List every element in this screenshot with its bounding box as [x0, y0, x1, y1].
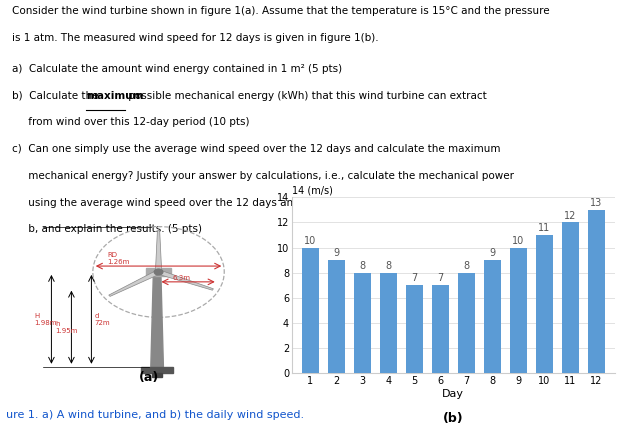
Text: 9: 9	[489, 248, 496, 258]
Bar	[458, 273, 475, 373]
Polygon shape	[157, 270, 214, 290]
Bar	[354, 273, 371, 373]
Text: d
72m: d 72m	[94, 313, 110, 326]
Bar	[588, 210, 605, 373]
Bar	[406, 285, 423, 373]
Polygon shape	[152, 373, 162, 377]
X-axis label: Day: Day	[442, 389, 465, 399]
Text: 11: 11	[538, 223, 551, 233]
Text: 7: 7	[437, 273, 443, 284]
Text: using the average wind speed over the 12 days and compare that with the energy o: using the average wind speed over the 12…	[12, 198, 546, 208]
Text: 13: 13	[591, 198, 603, 208]
Text: 12: 12	[564, 211, 577, 221]
Text: is 1 atm. The measured wind speed for 12 days is given in figure 1(b).: is 1 atm. The measured wind speed for 12…	[12, 33, 379, 43]
Text: 14 (m/s): 14 (m/s)	[292, 186, 333, 196]
Text: possible mechanical energy (kWh) that this wind turbine can extract: possible mechanical energy (kWh) that th…	[125, 91, 487, 101]
Text: a)  Calculate the amount wind energy contained in 1 m² (5 pts): a) Calculate the amount wind energy cont…	[12, 64, 343, 74]
Circle shape	[154, 269, 163, 275]
Text: 8: 8	[385, 261, 391, 271]
Polygon shape	[109, 270, 160, 296]
Polygon shape	[146, 269, 171, 275]
Bar	[302, 248, 319, 373]
Text: maximum: maximum	[86, 91, 143, 101]
Text: RD
1.26m: RD 1.26m	[107, 252, 130, 265]
Bar	[562, 223, 579, 373]
Text: from wind over this 12-day period (10 pts): from wind over this 12-day period (10 pt…	[12, 118, 250, 127]
Polygon shape	[151, 272, 163, 367]
Text: h
1.95m: h 1.95m	[56, 321, 78, 334]
Text: b)  Calculate the: b) Calculate the	[12, 91, 102, 101]
Bar	[432, 285, 449, 373]
Text: c)  Can one simply use the average wind speed over the 12 days and calculate the: c) Can one simply use the average wind s…	[12, 144, 501, 154]
Bar	[510, 248, 527, 373]
Text: 6.3m: 6.3m	[173, 275, 191, 281]
Text: 8: 8	[463, 261, 469, 271]
Text: 9: 9	[333, 248, 339, 258]
Text: 8: 8	[359, 261, 365, 271]
Text: ure 1. a) A wind turbine, and b) the daily wind speed.: ure 1. a) A wind turbine, and b) the dai…	[6, 411, 304, 420]
Text: b, and explain the results. (5 pts): b, and explain the results. (5 pts)	[12, 224, 202, 235]
Text: 7: 7	[411, 273, 417, 284]
Text: (a): (a)	[138, 372, 159, 384]
Text: 10: 10	[304, 236, 316, 246]
Polygon shape	[155, 230, 161, 272]
Text: 10: 10	[512, 236, 525, 246]
Text: H
1.98m: H 1.98m	[34, 313, 57, 326]
Bar	[328, 260, 345, 373]
Text: mechanical energy? Justify your answer by calculations, i.e., calculate the mech: mechanical energy? Justify your answer b…	[12, 171, 514, 181]
Bar	[380, 273, 397, 373]
Polygon shape	[142, 367, 173, 373]
Text: Consider the wind turbine shown in figure 1(a). Assume that the temperature is 1: Consider the wind turbine shown in figur…	[12, 6, 550, 16]
Bar	[536, 235, 553, 373]
Bar	[484, 260, 501, 373]
Text: (b): (b)	[443, 412, 464, 425]
